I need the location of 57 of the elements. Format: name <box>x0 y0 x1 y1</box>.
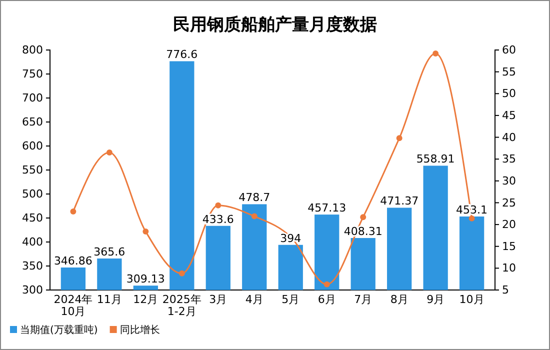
y-tick-label: 750 <box>22 68 43 81</box>
point <box>468 215 475 222</box>
x-tick-label: 7月 <box>354 293 372 306</box>
point <box>324 281 330 288</box>
point <box>432 50 439 56</box>
point <box>215 202 222 208</box>
y2-tick-label: 50 <box>502 87 516 100</box>
y-tick-label: 600 <box>22 140 43 153</box>
y2-tick-label: 5 <box>502 284 509 297</box>
y2-tick-label: 30 <box>502 174 516 188</box>
y-tick-label: 450 <box>22 212 43 225</box>
point <box>360 214 366 220</box>
x-tick-label: 9月 <box>426 293 445 306</box>
y-tick-label: 650 <box>22 116 43 129</box>
y2-tick-label: 15 <box>502 240 516 253</box>
data-label: 558.91 <box>416 152 455 166</box>
x-tick-label: 3月 <box>209 293 228 306</box>
y2-tick-label: 20 <box>502 218 516 232</box>
data-label: 478.7 <box>238 191 270 204</box>
data-label: 309.13 <box>126 272 165 286</box>
x-tick-label: 10月 <box>459 293 484 306</box>
y-tick-label: 300 <box>22 284 43 297</box>
point <box>396 135 402 142</box>
point <box>178 270 185 276</box>
data-label: 776.6 <box>166 48 198 62</box>
legend-label: 当期值(万载重吨) <box>20 324 98 336</box>
x-tick-label: 11月 <box>96 293 122 306</box>
y2-tick-label: 60 <box>502 44 516 57</box>
y-tick-label: 400 <box>22 236 43 249</box>
y-tick-label: 700 <box>22 92 43 105</box>
x-tick-label: 12月 <box>133 293 158 306</box>
point <box>142 228 149 235</box>
y-tick-label: 350 <box>22 260 43 273</box>
point <box>70 208 76 214</box>
y2-tick-label: 45 <box>502 108 516 122</box>
y2-tick-label: 35 <box>502 152 516 166</box>
x-tick-label: 8月 <box>390 293 408 306</box>
y2-tick-label: 55 <box>502 65 516 78</box>
data-label: 365.6 <box>94 246 126 259</box>
y2-tick-label: 10 <box>502 262 516 275</box>
y-tick-label: 550 <box>22 164 43 177</box>
y-tick-label: 800 <box>22 44 43 57</box>
chart-title: 民用钢质船舶产量月度数据 <box>173 15 377 35</box>
x-tick-label: 6月 <box>318 293 336 306</box>
y2-tick-label: 25 <box>502 196 516 210</box>
x-tick-label: 5月 <box>282 293 300 306</box>
point <box>251 213 258 220</box>
x-tick-label: 2024年 10月 <box>54 293 93 318</box>
data-label: 346.86 <box>54 254 92 268</box>
y-tick-label: 500 <box>22 188 43 201</box>
data-label: 457.13 <box>308 202 346 215</box>
legend-label: 同比增长 <box>120 324 160 336</box>
x-tick-label: 4月 <box>245 293 264 306</box>
point <box>106 150 112 156</box>
y2-tick-label: 40 <box>502 130 516 144</box>
data-label: 471.37 <box>380 194 419 208</box>
x-tick-label: 2025年 1-2月 <box>162 293 202 318</box>
